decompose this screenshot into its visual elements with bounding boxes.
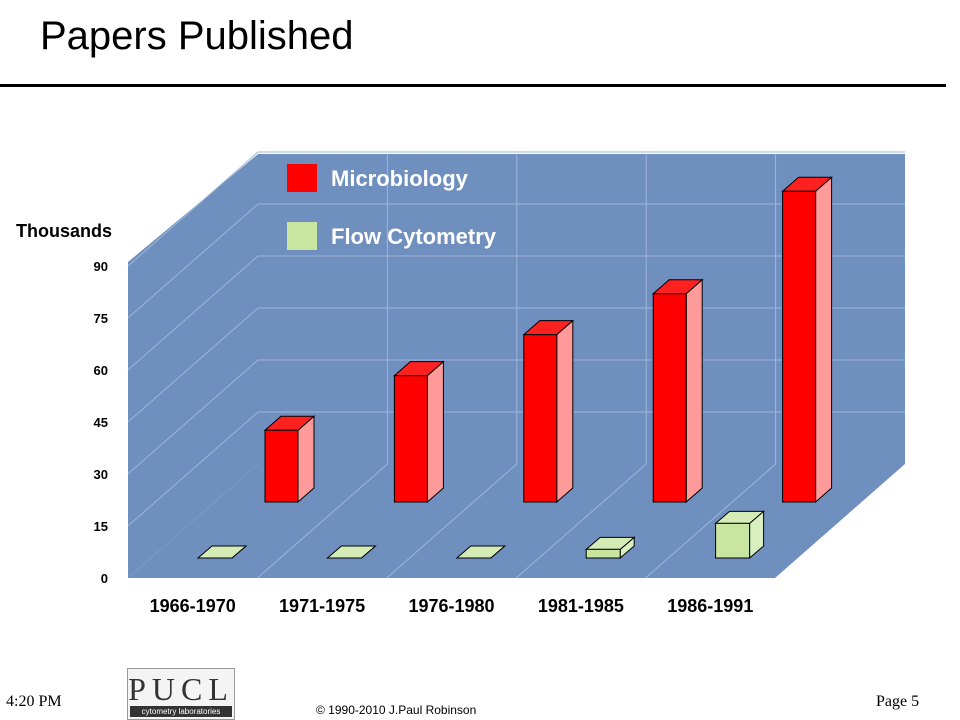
y-tick-label: 60 — [94, 363, 108, 378]
bar-side — [556, 319, 574, 504]
y-tick-label: 0 — [101, 571, 108, 586]
x-tick-labels: 1966-1970 1971-1975 1976-1980 1981-1985 1986… — [150, 596, 754, 616]
bar-front — [585, 548, 621, 559]
y-tick-label: 75 — [94, 311, 108, 326]
gridline — [127, 255, 905, 371]
bar-top — [196, 545, 248, 559]
logo-subtext: cytometry laboratories — [130, 706, 232, 717]
title-rule — [0, 84, 946, 87]
bar-front — [393, 375, 428, 503]
microbiology-bar — [651, 278, 704, 504]
footer-time: 4:20 PM — [6, 693, 62, 710]
legend-label: Microbiology — [331, 166, 469, 191]
flow-cytometry-bar — [326, 545, 377, 559]
y-tick-label: 15 — [94, 519, 108, 534]
flow-cytometry-bar — [196, 545, 248, 559]
microbiology-bar — [522, 319, 575, 504]
gridline — [127, 151, 905, 267]
x-tick-label: 1986-1991 — [667, 596, 753, 616]
microbiology-bar — [781, 176, 833, 504]
y-tick-labels: 0 15 30 45 60 75 90 — [94, 259, 108, 586]
flow-cytometry-bar — [455, 545, 507, 559]
flow-cytometry-bar — [584, 536, 636, 560]
bar-chart: 0 15 30 45 60 75 90 1966-1970 1971-1975 1976-198… — [16, 151, 905, 616]
bar-front — [652, 293, 687, 503]
slide-title: Papers Published — [40, 14, 354, 58]
bar-front — [264, 429, 299, 503]
pucl-logo: PUCL cytometry laboratories — [127, 668, 235, 720]
x-tick-label: 1976-1980 — [408, 596, 494, 616]
bar-front — [715, 522, 751, 559]
microbiology-bars — [263, 176, 833, 504]
x-tick-label: 1966-1970 — [150, 596, 236, 616]
gridline — [127, 203, 905, 319]
chart-side-wall — [128, 154, 258, 578]
x-tick-label: 1981-1985 — [538, 596, 624, 616]
bar-top — [326, 545, 377, 559]
legend-swatch — [287, 164, 317, 192]
chart-floor — [128, 464, 905, 578]
bar-front — [782, 190, 817, 503]
footer-copyright: © 1990-2010 J.Paul Robinson — [316, 703, 477, 717]
x-tick-label: 1971-1975 — [279, 596, 365, 616]
microbiology-bar — [263, 415, 316, 504]
y-tick-label: 30 — [94, 467, 108, 482]
microbiology-bar — [393, 360, 445, 504]
bar-front — [523, 334, 558, 503]
legend-swatch — [287, 222, 317, 250]
flow-cytometry-bars — [196, 510, 765, 560]
bar-side — [685, 278, 703, 504]
y-tick-label: 45 — [94, 415, 108, 430]
y-axis-label: Thousands — [16, 221, 112, 241]
footer-page-number: Page 5 — [876, 693, 920, 710]
gridline-floor — [645, 463, 776, 579]
y-tick-label: 90 — [94, 259, 108, 274]
bar-side — [815, 176, 833, 504]
bar-side — [426, 360, 444, 504]
gridline-floor — [257, 463, 388, 579]
flow-cytometry-bar — [714, 510, 765, 560]
bar-side — [297, 415, 315, 504]
legend: Microbiology Flow Cytometry — [287, 164, 497, 250]
gridline-floor — [515, 463, 647, 579]
bar-top — [455, 545, 507, 559]
logo-text: PUCL — [128, 671, 234, 707]
legend-label: Flow Cytometry — [331, 224, 497, 249]
gridline-floor — [386, 463, 518, 579]
